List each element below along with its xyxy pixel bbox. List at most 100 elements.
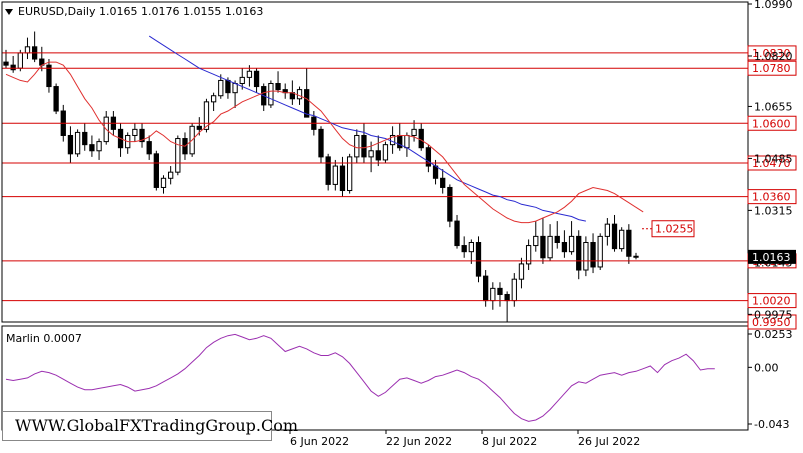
candle-bearish bbox=[554, 235, 560, 243]
candle-bullish bbox=[382, 144, 389, 161]
indicator-tick-label: -0.043 bbox=[754, 418, 789, 431]
watermark: WWW.GlobalFXTradingGroup.Com bbox=[2, 411, 298, 441]
candle-bearish bbox=[53, 86, 59, 112]
candle-bullish bbox=[389, 134, 396, 146]
candle-bearish bbox=[139, 128, 145, 143]
candle-bullish bbox=[74, 131, 81, 155]
candle-bearish bbox=[454, 220, 460, 247]
candle-bearish bbox=[225, 79, 231, 94]
price-tick-label: 1.0820 bbox=[754, 50, 793, 63]
candle-bearish bbox=[325, 156, 331, 185]
date-tick-label: 26 Jul 2022 bbox=[578, 435, 640, 448]
price-tick-label: 1.0485 bbox=[754, 152, 793, 165]
candle-bearish bbox=[397, 134, 403, 149]
candle-bearish bbox=[590, 242, 596, 268]
candle-bearish bbox=[3, 61, 9, 66]
candle-bullish bbox=[96, 141, 102, 152]
candle-bullish bbox=[525, 245, 532, 265]
candle-bearish bbox=[318, 128, 324, 158]
chart-header: EURUSD,Daily 1.0165 1.0176 1.0155 1.0163 bbox=[18, 5, 263, 18]
candle-bullish bbox=[547, 235, 553, 259]
target-label: 1.0255 bbox=[655, 223, 694, 236]
candle-bearish bbox=[540, 235, 546, 259]
candle-bearish bbox=[196, 125, 202, 130]
level-label: 1.0780 bbox=[752, 62, 791, 75]
candle-bearish bbox=[576, 235, 582, 271]
candle-bullish bbox=[583, 242, 589, 271]
price-tick-label: 0.9975 bbox=[754, 308, 793, 321]
candle-bullish bbox=[404, 134, 410, 149]
level-tag bbox=[747, 155, 797, 171]
level-label: 1.0360 bbox=[752, 191, 791, 204]
candle-bearish bbox=[253, 70, 260, 88]
candle-bullish bbox=[268, 83, 274, 106]
indicator-tick-label: 0.00 bbox=[754, 361, 779, 374]
candle-bearish bbox=[626, 229, 632, 257]
candle-bearish bbox=[633, 255, 639, 258]
candle-bullish bbox=[346, 156, 353, 192]
sma-red-line bbox=[5, 61, 644, 224]
candle-bearish bbox=[10, 64, 16, 71]
level-label: 1.0020 bbox=[752, 295, 791, 308]
candle-bearish bbox=[146, 141, 152, 155]
level-tag bbox=[747, 314, 797, 330]
price-pane-frame bbox=[1, 1, 749, 323]
level-label: 0.9950 bbox=[752, 316, 791, 329]
candle-bullish bbox=[232, 83, 238, 94]
indicator-pane bbox=[5, 333, 715, 422]
candle-bullish bbox=[411, 128, 417, 136]
candle-bearish bbox=[46, 64, 52, 88]
level-label: 1.0600 bbox=[752, 117, 791, 130]
candle-bearish bbox=[418, 128, 424, 149]
candle-bullish bbox=[332, 165, 338, 185]
candle-bearish bbox=[440, 177, 446, 188]
candle-bullish bbox=[604, 223, 611, 237]
candle-bullish bbox=[239, 76, 245, 84]
level-tag bbox=[747, 189, 797, 205]
level-label: 1.0830 bbox=[752, 47, 791, 60]
candle-bullish bbox=[619, 229, 625, 250]
candle-bearish bbox=[339, 165, 346, 192]
candle-bearish bbox=[89, 144, 95, 152]
candle-bearish bbox=[67, 134, 74, 155]
candle-bullish bbox=[246, 70, 253, 78]
candle-bullish bbox=[518, 263, 525, 280]
candle-bullish bbox=[568, 235, 575, 253]
candle-bearish bbox=[561, 242, 568, 253]
candle-bullish bbox=[218, 79, 224, 97]
candle-bullish bbox=[533, 235, 539, 247]
candle-bearish bbox=[504, 293, 510, 302]
candle-bearish bbox=[275, 83, 281, 91]
target-box bbox=[651, 220, 695, 238]
candle-bullish bbox=[597, 235, 603, 268]
candle-bearish bbox=[447, 186, 453, 222]
candle-bullish bbox=[168, 171, 174, 179]
date-tick-label: 22 Jun 2022 bbox=[386, 435, 452, 448]
candle-bullish bbox=[490, 287, 496, 302]
candle-bullish bbox=[132, 128, 138, 136]
candle-bullish bbox=[175, 138, 181, 173]
current-price-tag bbox=[748, 249, 796, 264]
candle-bearish bbox=[461, 245, 467, 253]
candle-bullish bbox=[354, 134, 360, 158]
price-tick-label: 1.0655 bbox=[754, 100, 793, 113]
candle-bearish bbox=[304, 89, 310, 118]
dropdown-triangle-icon bbox=[5, 9, 13, 15]
date-tick-label: 6 Jun 2022 bbox=[290, 435, 349, 448]
candle-bullish bbox=[210, 95, 217, 103]
candle-bearish bbox=[483, 275, 489, 302]
candle-bullish bbox=[17, 52, 23, 69]
candle-bearish bbox=[475, 242, 482, 277]
candle-bearish bbox=[375, 150, 381, 161]
candle-bearish bbox=[153, 153, 159, 188]
price-pane: 1.0255 bbox=[2, 31, 748, 323]
price-tick-label: 1.0315 bbox=[754, 204, 793, 217]
candle-bullish bbox=[203, 101, 210, 130]
date-tick-label: 8 Jul 2022 bbox=[482, 435, 537, 448]
sma-blue-line bbox=[148, 35, 587, 222]
marlin-line bbox=[5, 333, 715, 422]
candle-bullish bbox=[511, 278, 517, 302]
candle-bearish bbox=[425, 147, 432, 167]
candle-bearish bbox=[611, 223, 618, 250]
